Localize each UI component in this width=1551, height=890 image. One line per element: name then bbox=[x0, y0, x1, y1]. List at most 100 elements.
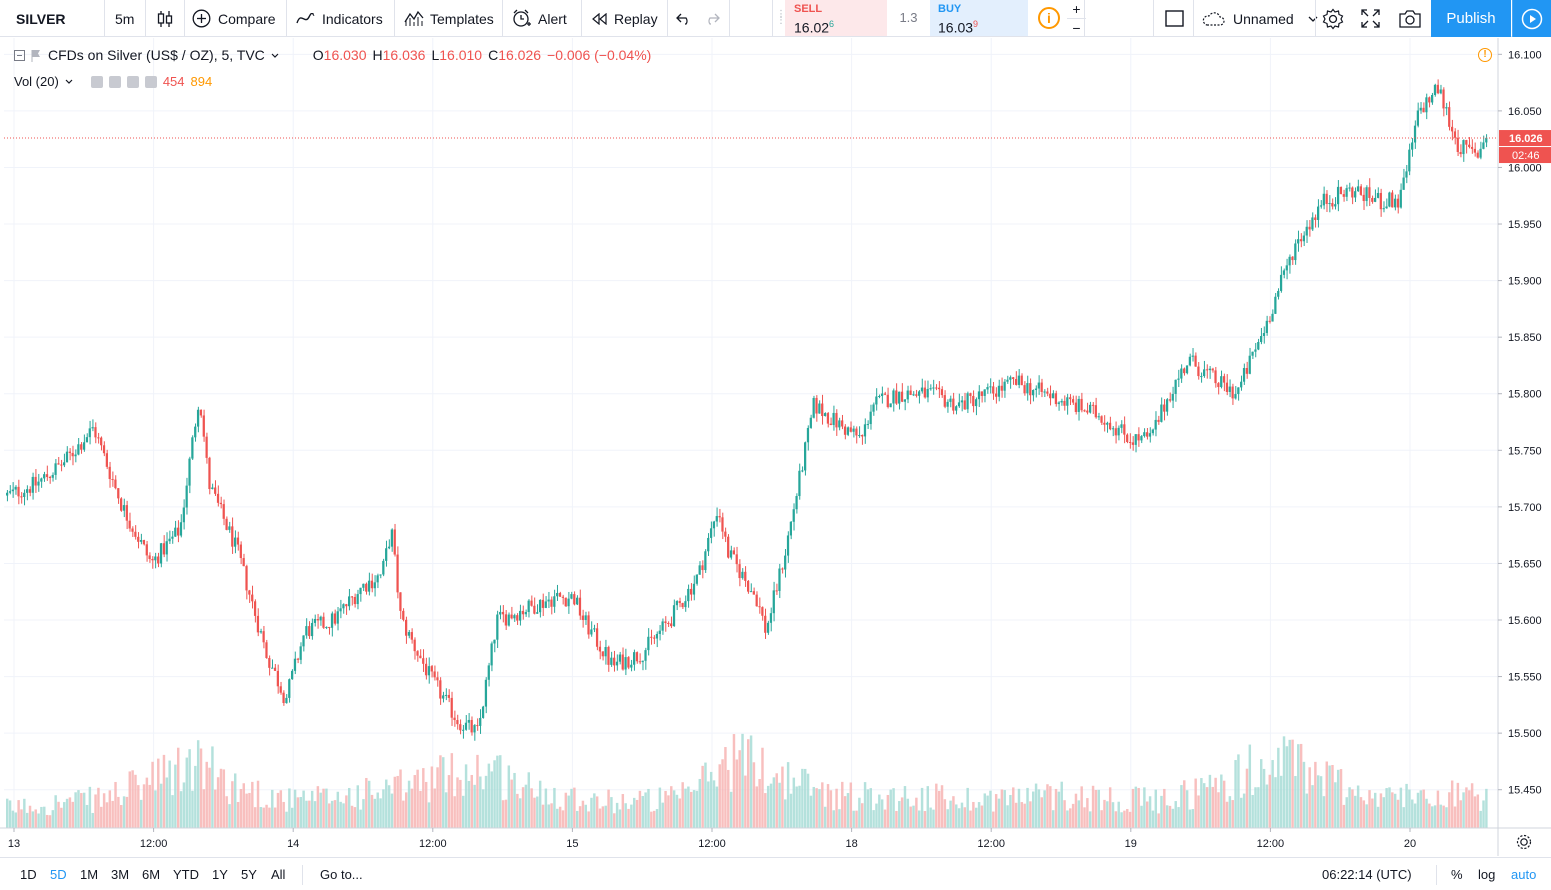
candle-body bbox=[1040, 382, 1043, 392]
candle-body bbox=[963, 400, 966, 410]
interval-button[interactable]: 5m bbox=[115, 10, 135, 27]
save-layout-button[interactable]: Unnamed bbox=[1201, 0, 1318, 37]
volume-bar bbox=[761, 747, 764, 828]
volume-bar bbox=[1017, 788, 1021, 828]
templates-button[interactable]: Templates bbox=[404, 0, 494, 37]
candles-icon bbox=[157, 10, 173, 27]
price-chart[interactable]: 16.100 16.050 16.000 15.950 15.900 15.850 15.8… bbox=[0, 38, 1551, 856]
volume-bar bbox=[1200, 778, 1203, 828]
candle-body bbox=[231, 526, 234, 547]
candle-body bbox=[530, 600, 533, 606]
candle-body bbox=[943, 395, 946, 407]
fullscreen-button[interactable] bbox=[1361, 0, 1380, 37]
range-6m[interactable]: 6M bbox=[142, 867, 161, 882]
price-tick-label: 15.950 bbox=[1508, 219, 1542, 231]
range-1d[interactable]: 1D bbox=[20, 867, 37, 882]
drag-handle-icon[interactable]: ⋮ ⋮ bbox=[776, 9, 786, 26]
candle-body bbox=[1379, 192, 1382, 210]
alert-button[interactable]: Alert bbox=[512, 0, 567, 37]
volume-title[interactable]: Vol (20) bbox=[14, 74, 59, 89]
flag-icon[interactable] bbox=[31, 49, 42, 62]
quantity-decrease-button[interactable]: − bbox=[1067, 18, 1086, 36]
settings-button[interactable] bbox=[1322, 0, 1344, 37]
price-axis[interactable]: 16.100 16.050 16.000 15.950 15.900 15.850 15.8… bbox=[1497, 38, 1551, 856]
candle-body bbox=[946, 401, 949, 407]
gear-icon[interactable] bbox=[108, 75, 121, 88]
info-icon[interactable]: i bbox=[1038, 7, 1060, 29]
range-1m[interactable]: 1M bbox=[80, 867, 99, 882]
percent-scale-toggle[interactable]: % bbox=[1451, 867, 1463, 882]
candle-body bbox=[1399, 189, 1402, 208]
volume-bar bbox=[1413, 803, 1417, 828]
candle-body bbox=[638, 661, 641, 663]
volume-bar bbox=[1322, 796, 1326, 828]
range-ytd[interactable]: YTD bbox=[173, 867, 199, 882]
volume-bar bbox=[1046, 784, 1049, 828]
log-scale-toggle[interactable]: log bbox=[1478, 867, 1496, 882]
candle-body bbox=[732, 550, 735, 555]
candle-body bbox=[63, 462, 66, 466]
axis-settings-icon[interactable] bbox=[1516, 834, 1532, 850]
eye-icon[interactable] bbox=[90, 75, 103, 88]
utc-clock[interactable]: 06:22:14 (UTC) bbox=[1322, 867, 1412, 882]
time-axis[interactable]: 13 12:00 14 12:00 15 12:00 18 12:00 19 12:00 20 bbox=[0, 827, 1551, 850]
series-title[interactable]: CFDs on Silver (US$ / OZ), 5, TVC bbox=[48, 47, 265, 63]
candle-body bbox=[319, 616, 322, 621]
indicators-label: Indicators bbox=[322, 10, 383, 27]
snapshot-button[interactable] bbox=[1399, 0, 1421, 37]
candle-body bbox=[544, 601, 547, 608]
volume-bar bbox=[1165, 805, 1169, 828]
volume-bar bbox=[1168, 805, 1172, 828]
candle-body bbox=[367, 580, 371, 592]
candle-body bbox=[28, 489, 32, 493]
collapse-icon[interactable] bbox=[14, 49, 25, 61]
toolbar-divider bbox=[1153, 0, 1154, 37]
volume-bar bbox=[265, 804, 268, 828]
chevron-down-icon[interactable] bbox=[271, 53, 279, 58]
candle-body bbox=[234, 537, 237, 547]
undo-button[interactable] bbox=[676, 0, 692, 37]
volume-bar bbox=[1262, 768, 1266, 828]
sell-button[interactable]: SELL 16.026 bbox=[785, 0, 887, 36]
close-icon[interactable] bbox=[144, 75, 157, 88]
volume-bar bbox=[766, 785, 770, 828]
candle-body bbox=[584, 615, 587, 620]
candle-body bbox=[370, 580, 374, 589]
compare-button[interactable]: Compare bbox=[192, 0, 276, 37]
auto-scale-toggle[interactable]: auto bbox=[1511, 867, 1537, 882]
volume-bar bbox=[835, 788, 838, 828]
chevron-down-icon[interactable] bbox=[65, 79, 73, 84]
layout-select-button[interactable] bbox=[1165, 0, 1184, 37]
range-5y[interactable]: 5Y bbox=[241, 867, 257, 882]
volume-bar bbox=[900, 797, 904, 828]
volume-bar bbox=[772, 777, 776, 828]
chart-style-button[interactable] bbox=[157, 0, 173, 37]
candle-body bbox=[436, 677, 439, 681]
symbol-search-button[interactable]: SILVER bbox=[16, 10, 66, 27]
go-to-button[interactable]: Go to... bbox=[320, 867, 363, 882]
warning-icon[interactable]: ! bbox=[1478, 48, 1492, 62]
range-all[interactable]: All bbox=[271, 867, 286, 882]
plus-icon[interactable] bbox=[126, 75, 139, 88]
candle-body bbox=[308, 626, 311, 637]
candle-body bbox=[1433, 84, 1437, 96]
candle-body bbox=[1214, 370, 1217, 384]
publish-menu-button[interactable] bbox=[1512, 0, 1551, 37]
quantity-increase-button[interactable]: + bbox=[1072, 1, 1081, 17]
candle-body bbox=[581, 615, 584, 620]
volume-bar bbox=[775, 773, 778, 828]
replay-button[interactable]: Replay bbox=[591, 0, 658, 37]
volume-bar bbox=[1462, 792, 1465, 828]
publish-button[interactable]: Publish bbox=[1431, 0, 1511, 37]
volume-bar bbox=[977, 802, 981, 828]
range-1y[interactable]: 1Y bbox=[212, 867, 228, 882]
buy-button[interactable]: BUY 16.039 bbox=[930, 0, 1028, 36]
volume-bar bbox=[1208, 774, 1212, 828]
volume-bar bbox=[789, 793, 793, 828]
candle-body bbox=[1382, 208, 1385, 210]
redo-button[interactable] bbox=[704, 0, 720, 37]
volume-bar bbox=[521, 787, 525, 828]
range-3m[interactable]: 3M bbox=[111, 867, 130, 882]
range-5d[interactable]: 5D bbox=[50, 867, 67, 882]
indicators-button[interactable]: Indicators bbox=[296, 0, 383, 37]
